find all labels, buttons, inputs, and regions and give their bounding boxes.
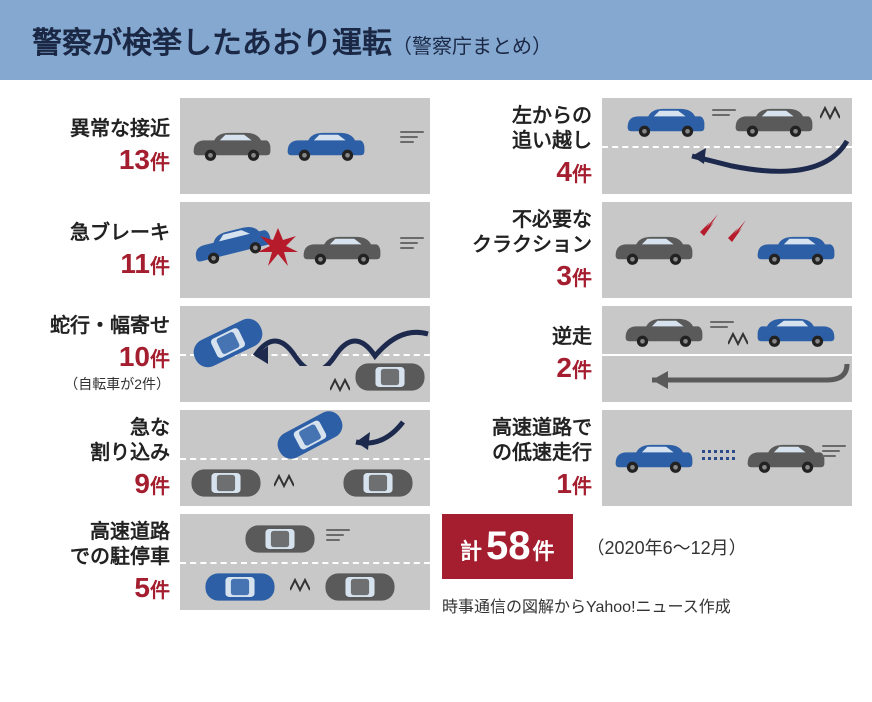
zigzag-icon: [290, 578, 310, 592]
arrow-icon: [632, 362, 852, 398]
total-period: （2020年6～12月）: [587, 534, 747, 560]
item-label: 逆走: [552, 325, 592, 350]
item-sudden-brake: 急ブレーキ 11件: [20, 202, 430, 298]
car-blue-icon: [752, 230, 840, 268]
item-illust: [602, 306, 852, 402]
item-count: 1件: [556, 468, 592, 500]
item-count: 4件: [556, 156, 592, 188]
car-gray-icon: [298, 230, 386, 268]
total-badge: 計58件: [442, 514, 573, 579]
item-left-overtake: 左からの 追い越し 4件: [442, 98, 852, 194]
item-swerving: 蛇行・幅寄せ 10件 （自転車が2件）: [20, 306, 430, 402]
item-count: 9件: [134, 468, 170, 500]
total-block: 計58件 （2020年6～12月） 時事通信の図解からYahoo!ニュース作成: [442, 514, 852, 617]
item-label: 不必要な クラクション: [472, 208, 592, 258]
item-label: 高速道路で の低速走行: [492, 416, 592, 466]
zigzag-icon: [728, 332, 748, 346]
arrow-icon: [348, 418, 408, 458]
item-illust: [180, 306, 430, 402]
item-horn: 不必要な クラクション 3件: [442, 202, 852, 298]
item-illust: [180, 514, 430, 610]
item-wrongway: 逆走 2件: [442, 306, 852, 402]
zigzag-icon: [330, 378, 350, 392]
car-gray-icon: [620, 312, 708, 350]
car-gray-icon: [188, 126, 276, 164]
item-illust: [602, 410, 852, 506]
item-illust: [180, 410, 430, 506]
dotted-trail-icon: [702, 450, 735, 460]
car-top-gray-icon: [186, 464, 266, 502]
item-count: 3件: [556, 260, 592, 292]
grid: 異常な接近 13件 左からの 追い越し 4件: [0, 80, 872, 629]
item-count: 5件: [134, 572, 170, 604]
noise-icon: [700, 214, 750, 259]
item-count: 13件: [119, 144, 170, 176]
item-count: 10件: [119, 341, 170, 373]
item-note: （自転車が2件）: [64, 374, 170, 394]
car-gray-icon: [730, 102, 818, 140]
item-cut-in: 急な 割り込み 9件: [20, 410, 430, 506]
item-approach: 異常な接近 13件: [20, 98, 430, 194]
car-top-gray-icon: [338, 464, 418, 502]
car-top-blue-icon: [266, 410, 354, 471]
car-blue-icon: [752, 312, 840, 350]
car-top-blue-icon: [200, 568, 280, 606]
car-top-gray-icon: [240, 520, 320, 558]
item-illust: [602, 98, 852, 194]
header-subtitle: （警察庁まとめ）: [392, 36, 552, 58]
item-illust: [602, 202, 852, 298]
item-label: 異常な接近: [70, 117, 170, 142]
item-label: 急な 割り込み: [90, 416, 170, 466]
car-blue-icon: [610, 438, 698, 476]
item-illust: [180, 202, 430, 298]
item-label: 急ブレーキ: [70, 221, 170, 246]
car-blue-icon: [282, 126, 370, 164]
item-label: 高速道路 での駐停車: [70, 520, 170, 570]
item-highway-stop: 高速道路 での駐停車 5件: [20, 514, 430, 610]
arrow-icon: [672, 136, 852, 186]
header: 警察が検挙したあおり運転（警察庁まとめ）: [0, 0, 872, 80]
car-gray-icon: [610, 230, 698, 268]
car-blue-icon: [622, 102, 710, 140]
item-count: 2件: [556, 352, 592, 384]
header-title: 警察が検挙したあおり運転: [32, 27, 392, 60]
item-count: 11件: [120, 248, 170, 280]
item-label: 左からの 追い越し: [512, 104, 592, 154]
car-top-gray-icon: [320, 568, 400, 606]
item-label: 蛇行・幅寄せ: [50, 314, 170, 339]
item-illust: [180, 98, 430, 194]
impact-icon: [258, 228, 298, 273]
car-top-gray-icon: [350, 358, 430, 396]
car-gray-icon: [742, 438, 830, 476]
credit-text: 時事通信の図解からYahoo!ニュース作成: [442, 579, 852, 617]
zigzag-icon: [820, 106, 840, 120]
infographic-root: 警察が検挙したあおり運転（警察庁まとめ） 異常な接近 13件 左からの 追い越し…: [0, 0, 872, 629]
item-lowspeed: 高速道路で の低速走行 1件: [442, 410, 852, 506]
zigzag-icon: [274, 474, 294, 488]
